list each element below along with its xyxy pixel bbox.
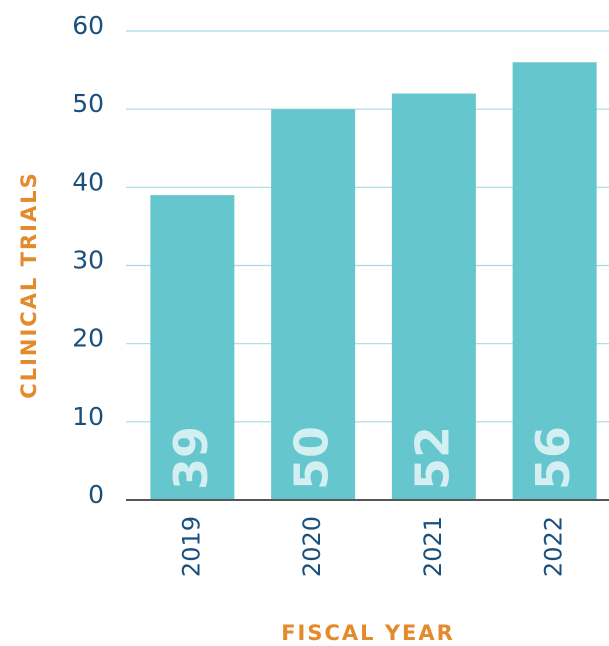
x-tick-label: 2022 — [540, 516, 568, 577]
y-axis-title: CLINICAL TRIALS — [17, 171, 41, 398]
bar — [512, 62, 597, 501]
value-label: 50 — [285, 426, 339, 490]
bar — [271, 109, 356, 501]
y-tick-label: 0 — [88, 480, 104, 509]
x-tick-label: 2019 — [177, 516, 205, 577]
y-tick-label: 50 — [72, 89, 104, 118]
value-label: 56 — [526, 426, 580, 490]
value-label: 52 — [405, 426, 459, 490]
y-tick-label: 30 — [72, 246, 104, 275]
x-axis-title: FISCAL YEAR — [281, 621, 455, 645]
y-tick-label: 10 — [72, 402, 104, 431]
y-tick-label: 20 — [72, 324, 104, 353]
x-tick-label: 2021 — [419, 516, 447, 577]
y-tick-label: 60 — [72, 11, 104, 40]
bar — [391, 93, 476, 501]
value-label: 39 — [164, 426, 218, 490]
bar — [150, 195, 235, 500]
y-tick-label: 40 — [72, 167, 104, 196]
x-tick-label: 2020 — [298, 516, 326, 577]
